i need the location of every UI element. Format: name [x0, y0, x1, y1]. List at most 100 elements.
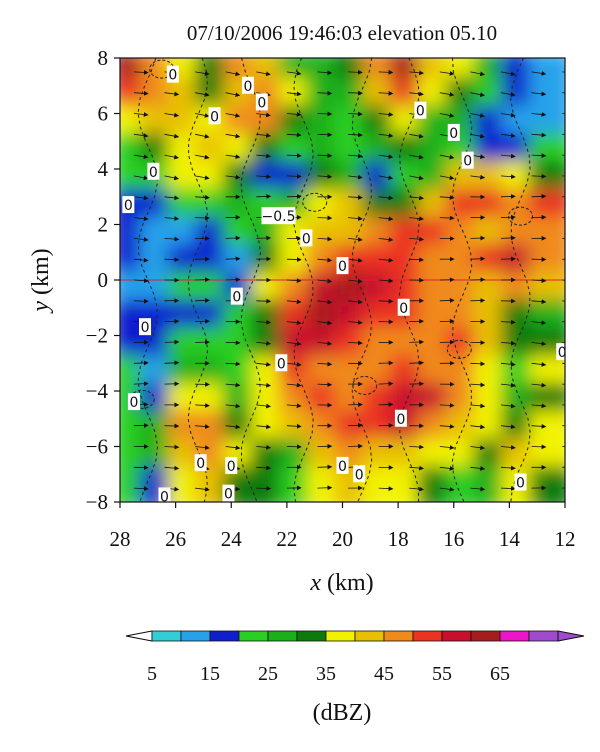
wind-vector	[470, 361, 486, 367]
contour-label: 0	[232, 290, 241, 306]
contour-label: −0.5	[262, 209, 296, 225]
contour-label: 0	[396, 412, 405, 428]
wind-vector	[164, 465, 180, 471]
wind-vector	[470, 174, 486, 180]
wind-vector	[531, 91, 547, 97]
wind-vector	[348, 195, 363, 200]
contour-label-bg	[225, 456, 238, 474]
contour-loop	[352, 375, 378, 395]
colorbar	[125, 630, 585, 642]
y-tick-label: −6	[86, 435, 108, 459]
wind-vector	[500, 71, 516, 77]
contour-label: 0	[210, 109, 219, 125]
wind-vector	[317, 132, 333, 138]
wind-vector	[378, 133, 394, 138]
wind-vector	[225, 361, 241, 367]
contour-label: 0	[149, 165, 158, 181]
wind-vector	[409, 486, 424, 492]
colorbar-tick-label: 65	[490, 663, 510, 685]
wind-vector	[286, 403, 302, 409]
contour-label-bg	[230, 287, 243, 305]
colorbar-segment	[325, 630, 356, 642]
wind-vector	[470, 92, 485, 98]
wind-vector	[348, 132, 363, 138]
contour-label-bg	[336, 257, 349, 275]
y-tick-label: 2	[98, 213, 109, 237]
wind-vector	[378, 90, 394, 96]
wind-vector	[195, 154, 210, 160]
wind-vector	[164, 339, 180, 345]
wind-vector	[256, 235, 272, 241]
contour-label-bg	[397, 298, 410, 316]
wind-vector	[195, 215, 210, 221]
wind-vector	[256, 71, 271, 77]
wind-vector	[500, 214, 516, 220]
wind-vector	[317, 215, 333, 221]
wind-vector	[195, 195, 210, 200]
wind-vector	[531, 71, 547, 76]
y-axis-variable: y	[28, 301, 54, 314]
contour-label-bg	[275, 354, 288, 372]
x-axis-unit: (km)	[327, 570, 374, 596]
wind-vector	[286, 70, 302, 76]
contour-label-bg	[122, 196, 135, 214]
wind-vector	[286, 362, 302, 367]
wind-vector	[439, 445, 455, 450]
contour-label-bg	[241, 76, 254, 94]
contour-label: 0	[302, 231, 311, 247]
contour-label: 0	[277, 356, 286, 372]
wind-vector	[348, 340, 363, 346]
wind-vector	[439, 486, 455, 492]
x-tick-label: 24	[221, 527, 243, 551]
wind-vector	[439, 71, 455, 76]
wind-vector	[378, 69, 394, 75]
wind-vector	[225, 154, 241, 159]
wind-vector	[500, 465, 516, 471]
wind-vector	[317, 174, 333, 179]
wind-vector	[256, 361, 271, 367]
colorbar-segment	[151, 630, 182, 642]
y-tick-label: −4	[86, 379, 109, 403]
wind-vector	[409, 465, 424, 471]
wind-vector	[195, 277, 210, 283]
wind-vector	[317, 299, 333, 305]
colorbar-segment	[267, 630, 298, 642]
wind-vector	[195, 92, 210, 97]
wind-vector	[348, 299, 363, 305]
wind-vector	[317, 70, 333, 76]
contour-label: 0	[196, 456, 205, 472]
wind-vector	[409, 133, 424, 139]
wind-vector	[286, 194, 302, 199]
wind-vector	[133, 360, 149, 366]
wind-vector	[133, 298, 149, 304]
contour-label-bg	[261, 207, 296, 225]
wind-vector	[500, 194, 516, 199]
wind-vector	[164, 112, 180, 118]
wind-vector	[256, 403, 271, 409]
wind-vector	[531, 173, 547, 179]
contour-label: 0	[257, 95, 266, 111]
wind-vector	[439, 154, 455, 160]
colorbar-segment	[238, 630, 269, 642]
wind-vector	[348, 258, 363, 263]
wind-vector	[531, 444, 547, 450]
wind-vector	[317, 278, 333, 284]
wind-vector	[378, 112, 394, 117]
wind-vector	[317, 153, 333, 158]
wind-vector	[562, 487, 565, 489]
wind-vector	[256, 319, 272, 325]
wind-vector	[439, 175, 455, 181]
contour-loop	[508, 206, 533, 226]
wind-vector	[286, 153, 302, 158]
wind-vector	[378, 237, 394, 242]
wind-vector	[286, 382, 302, 388]
wind-vector	[256, 298, 272, 304]
wind-vector	[378, 381, 394, 387]
wind-vector	[439, 195, 455, 200]
wind-vector	[470, 403, 486, 409]
y-axis: 8 6 4 2 0 −2 −4 −6 −8	[86, 46, 120, 514]
wind-vector	[531, 320, 547, 326]
wind-vector	[286, 132, 302, 138]
wind-vector	[470, 382, 486, 388]
colorbar-segment	[354, 630, 385, 642]
